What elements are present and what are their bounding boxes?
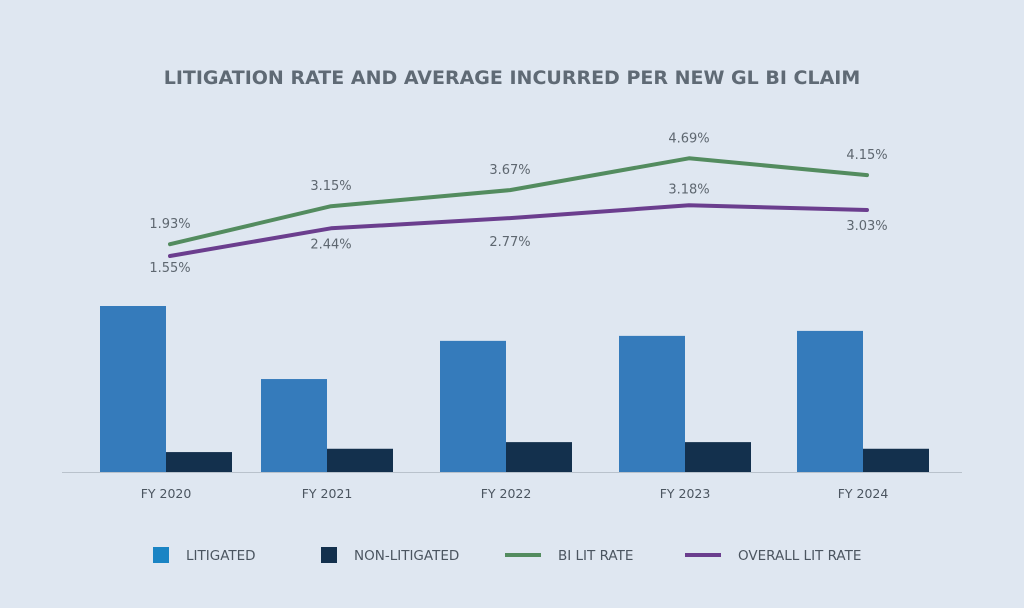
x-tick-labels: FY 2020 FY 2021 FY 2022 FY 2023 FY 2024 [141,486,889,501]
overall-lit-rate-label-4: 3.18% [668,182,709,197]
legend-label-bi-lit-rate: BI LIT RATE [558,548,633,564]
legend-label-non-litigated: NON-LITIGATED [354,548,459,564]
x-tick-label: FY 2021 [302,486,353,501]
overall-lit-rate-label-1: 1.55% [149,261,190,276]
legend-label-overall-lit-rate: OVERALL LIT RATE [738,548,861,564]
legend-swatch-overall-lit-rate [685,553,721,557]
legend-swatch-bi-lit-rate [505,553,541,557]
litigated-bar-2 [261,379,327,472]
legend-swatch-litigated [153,547,169,563]
chart-title: LITIGATION RATE AND AVERAGE INCURRED PER… [164,67,861,89]
non-litigated-bar-4 [685,442,751,472]
non-litigated-bar-3 [506,442,572,472]
bi-lit-rate-label-3: 3.67% [489,163,530,178]
bars-group [100,306,929,472]
non-litigated-bar-1 [166,452,232,472]
overall-lit-rate-label-3: 2.77% [489,235,530,250]
x-tick-label: FY 2024 [838,486,889,501]
litigated-bar-4 [619,335,685,472]
overall-lit-rate-line [168,203,869,258]
non-litigated-bar-5 [863,448,929,472]
bi-lit-rate-label-4: 4.69% [668,131,709,146]
litigated-bar-1 [100,306,166,472]
lines-group: 1.93% 3.15% 3.67% 4.69% 4.15% 1.55% 2.44% 2.77%… [149,131,887,276]
overall-lit-rate-label-5: 3.03% [846,219,887,234]
non-litigated-bar-2 [327,448,393,472]
x-tick-label: FY 2022 [481,486,532,501]
overall-lit-rate-label-2: 2.44% [310,237,351,252]
bi-lit-rate-label-5: 4.15% [846,148,887,163]
litigated-bar-3 [440,340,506,472]
legend: LITIGATED NON-LITIGATED BI LIT RATE OVERALL… [153,547,861,564]
x-tick-label: FY 2023 [660,486,711,501]
legend-swatch-non-litigated [321,547,337,563]
bi-lit-rate-label-1: 1.93% [149,217,190,232]
legend-label-litigated: LITIGATED [186,548,256,564]
x-tick-label: FY 2020 [141,486,192,501]
bi-lit-rate-label-2: 3.15% [310,179,351,194]
litigated-bar-5 [797,330,863,472]
bi-lit-rate-line [168,156,869,247]
